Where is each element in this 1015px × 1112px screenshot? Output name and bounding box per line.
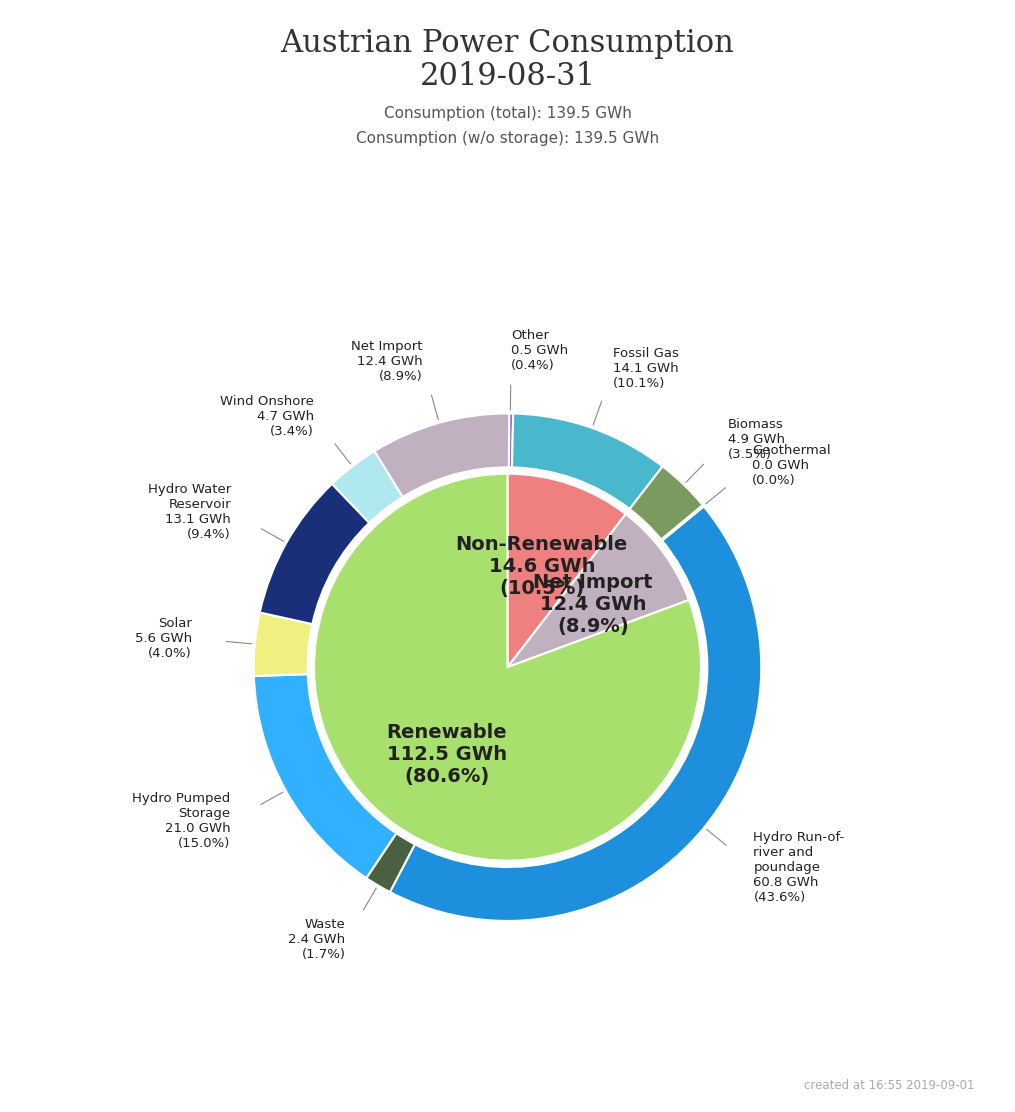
Text: Hydro Run-of-
river and
poundage
60.8 GWh
(43.6%): Hydro Run-of- river and poundage 60.8 GW… bbox=[753, 831, 844, 904]
Wedge shape bbox=[508, 514, 689, 667]
Text: Non-Renewable
14.6 GWh
(10.5%): Non-Renewable 14.6 GWh (10.5%) bbox=[456, 535, 628, 598]
Text: Solar
5.6 GWh
(4.0%): Solar 5.6 GWh (4.0%) bbox=[135, 617, 192, 659]
Text: Wind Onshore
4.7 GWh
(3.4%): Wind Onshore 4.7 GWh (3.4%) bbox=[220, 395, 314, 438]
Wedge shape bbox=[332, 451, 403, 523]
Wedge shape bbox=[375, 414, 510, 497]
Text: Geothermal
0.0 GWh
(0.0%): Geothermal 0.0 GWh (0.0%) bbox=[752, 444, 831, 487]
Wedge shape bbox=[629, 466, 702, 539]
Wedge shape bbox=[662, 505, 703, 540]
Text: Fossil Gas
14.1 GWh
(10.1%): Fossil Gas 14.1 GWh (10.1%) bbox=[613, 347, 679, 389]
Text: 2019-08-31: 2019-08-31 bbox=[419, 61, 596, 92]
Text: created at 16:55 2019-09-01: created at 16:55 2019-09-01 bbox=[804, 1079, 974, 1092]
Wedge shape bbox=[512, 414, 663, 509]
Text: Hydro Water
Reservoir
13.1 GWh
(9.4%): Hydro Water Reservoir 13.1 GWh (9.4%) bbox=[148, 483, 231, 540]
Text: Hydro Pumped
Storage
21.0 GWh
(15.0%): Hydro Pumped Storage 21.0 GWh (15.0%) bbox=[132, 793, 230, 851]
Wedge shape bbox=[254, 613, 313, 676]
Text: Consumption (w/o storage): 139.5 GWh: Consumption (w/o storage): 139.5 GWh bbox=[356, 131, 659, 146]
Wedge shape bbox=[508, 414, 514, 467]
Wedge shape bbox=[508, 474, 626, 667]
Text: Consumption (total): 139.5 GWh: Consumption (total): 139.5 GWh bbox=[384, 106, 631, 120]
Text: Renewable
112.5 GWh
(80.6%): Renewable 112.5 GWh (80.6%) bbox=[387, 723, 508, 786]
Wedge shape bbox=[260, 484, 369, 624]
Wedge shape bbox=[390, 506, 761, 921]
Text: Net Import
12.4 GWh
(8.9%): Net Import 12.4 GWh (8.9%) bbox=[350, 340, 422, 384]
Wedge shape bbox=[314, 474, 701, 861]
Wedge shape bbox=[366, 833, 415, 892]
Text: Net Import
12.4 GWh
(8.9%): Net Import 12.4 GWh (8.9%) bbox=[534, 573, 653, 636]
Text: Other
0.5 GWh
(0.4%): Other 0.5 GWh (0.4%) bbox=[512, 328, 568, 371]
Wedge shape bbox=[254, 674, 396, 878]
Text: Waste
2.4 GWh
(1.7%): Waste 2.4 GWh (1.7%) bbox=[288, 919, 345, 962]
Text: Biomass
4.9 GWh
(3.5%): Biomass 4.9 GWh (3.5%) bbox=[728, 417, 785, 460]
Text: Austrian Power Consumption: Austrian Power Consumption bbox=[280, 28, 735, 59]
